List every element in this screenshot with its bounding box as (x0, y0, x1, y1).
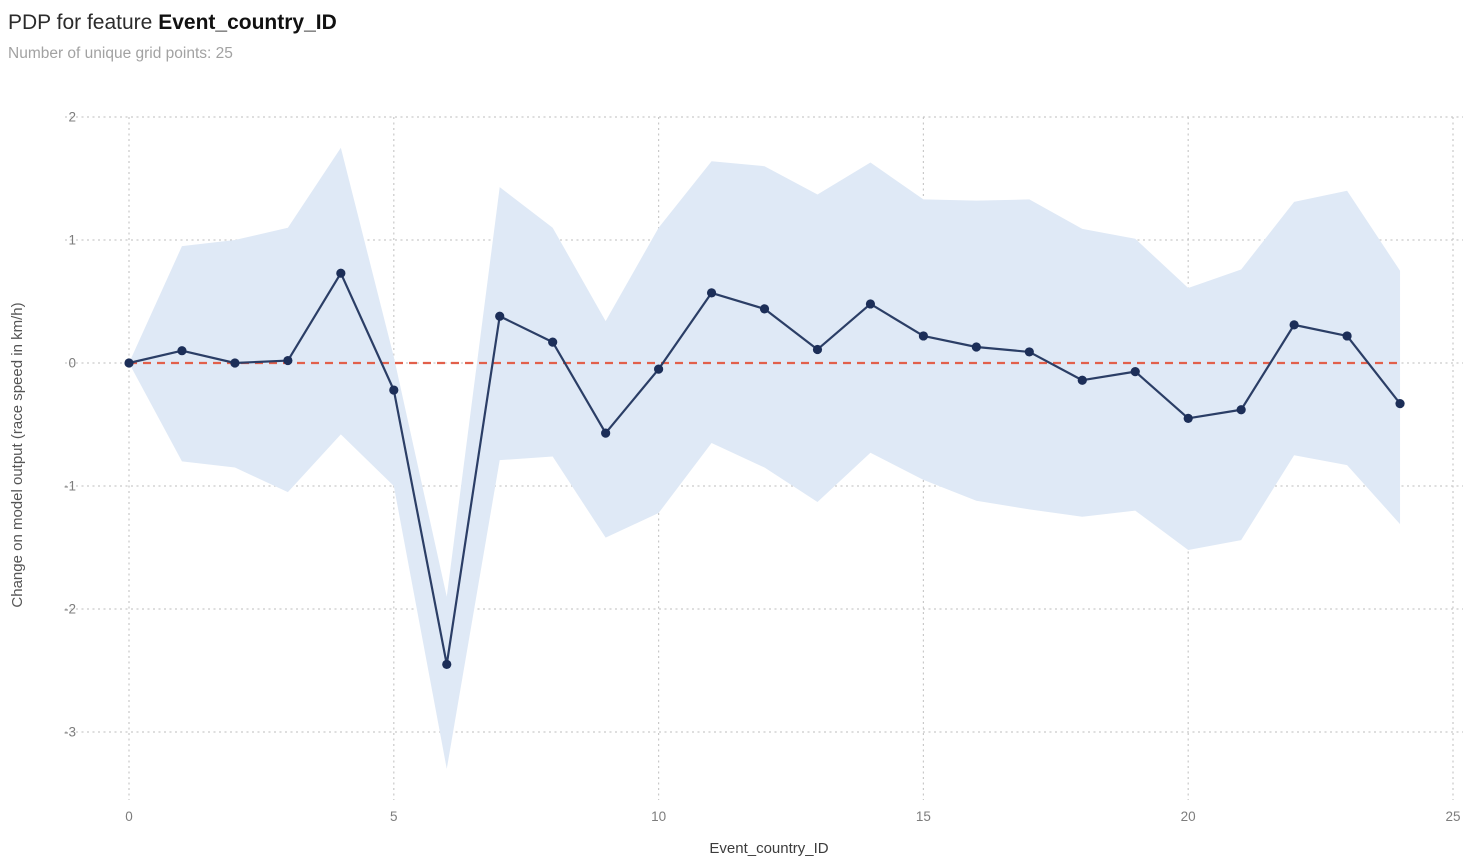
data-point-marker (389, 385, 399, 395)
data-point-marker (601, 428, 611, 438)
data-point-marker (918, 331, 929, 341)
confidence-band-area (129, 147, 1401, 769)
y-tick-label: -3 (64, 725, 76, 740)
page-title: PDP for feature Event_country_ID (8, 10, 337, 36)
data-point-marker (230, 358, 240, 368)
x-tick-label: 5 (390, 809, 398, 824)
y-tick-label: 1 (68, 233, 76, 248)
y-tick-label: 0 (68, 356, 76, 371)
x-tick-label: 15 (916, 809, 931, 824)
data-point-marker (971, 342, 981, 352)
data-point-marker (654, 364, 664, 374)
data-point-marker (1289, 320, 1299, 330)
data-point-marker (706, 288, 717, 298)
data-point-marker (336, 268, 346, 278)
data-point-marker (1183, 413, 1193, 423)
data-point-marker (548, 337, 558, 347)
data-point-marker (124, 358, 134, 368)
y-axis-label: Change on model output (race speed in km… (9, 302, 26, 607)
data-point-marker (177, 346, 187, 356)
x-tick-label: 10 (651, 809, 666, 824)
y-tick-label: -1 (64, 479, 76, 494)
data-point-marker (1024, 347, 1034, 357)
x-tick-label: 20 (1181, 809, 1196, 824)
data-point-marker (759, 304, 770, 314)
y-tick-label: 2 (68, 110, 76, 125)
grid-points-subtitle: Number of unique grid points: 25 (8, 45, 233, 63)
x-tick-label: 25 (1445, 809, 1460, 824)
data-point-marker (812, 344, 823, 355)
data-point-marker (1236, 405, 1246, 415)
data-point-marker (1077, 375, 1087, 385)
data-point-marker (1395, 398, 1405, 409)
data-point-marker (442, 659, 452, 669)
x-axis-label: Event_country_ID (709, 840, 828, 857)
title-feature-name: Event_country_ID (158, 11, 337, 34)
title-prefix: PDP for feature (8, 11, 159, 34)
data-point-marker (283, 355, 293, 366)
data-point-marker (1130, 367, 1140, 377)
chart-header: PDP for feature Event_country_ID Number … (8, 10, 337, 63)
data-point-marker (865, 299, 876, 309)
data-point-marker (1342, 331, 1352, 341)
confidence-band (129, 147, 1401, 769)
x-tick-label: 0 (125, 809, 133, 824)
pdp-line-series (124, 268, 1405, 669)
y-tick-label: -2 (64, 602, 76, 617)
data-point-marker (495, 311, 505, 321)
